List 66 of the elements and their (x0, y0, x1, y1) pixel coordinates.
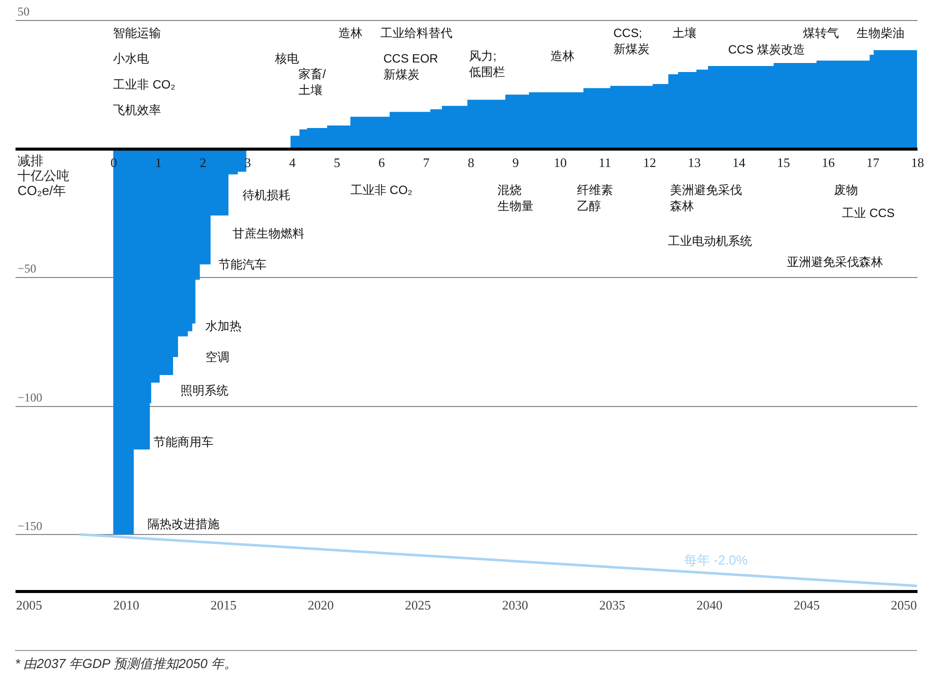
annotation: 造林 (338, 26, 362, 40)
annotation: 空调 (206, 350, 230, 364)
annotation: 工业 CCS (842, 206, 895, 220)
x-tick-label: 2 (200, 155, 206, 170)
y-axis-title: 减排十亿公吨CO₂e/年 (18, 153, 70, 198)
annotation: 工业非 CO₂ (350, 182, 413, 197)
x2-tick-label: 2045 (794, 598, 820, 612)
x-tick-label: 12 (643, 155, 656, 170)
y-tick-label: −150 (18, 518, 42, 533)
x-tick-label: 18 (911, 155, 924, 170)
annotation: 节能汽车 (218, 257, 267, 272)
annotation: 工业给料替代 (380, 26, 452, 40)
x-tick-label: 8 (468, 155, 474, 170)
x2-tick-label: 2035 (599, 598, 626, 612)
annotation: 工业电动机系统 (668, 234, 752, 248)
y-tick-label: −100 (18, 390, 42, 404)
annotation: 节能商用车 (153, 434, 214, 449)
x2-tick-label: 2015 (210, 598, 237, 612)
x-tick-label: 7 (423, 155, 430, 170)
x-tick-label: 15 (777, 155, 790, 170)
annotation: 煤转气 (803, 26, 840, 40)
annotation: 土壤 (672, 26, 696, 40)
annotation: CCS;新煤炭 (613, 26, 650, 56)
x2-tick-label: 2020 (308, 598, 334, 612)
x2-tick-label: 2030 (502, 598, 528, 612)
x2-tick-label: 2010 (113, 598, 140, 612)
x2-tick-label: 2050 (890, 598, 917, 612)
x-tick-label: 14 (732, 155, 746, 170)
annotation: CCS EOR新煤炭 (383, 52, 438, 82)
x-tick-label: 11 (598, 155, 612, 170)
x2-tick-label: 2005 (16, 598, 42, 612)
x-tick-label: 6 (378, 155, 386, 170)
annotation: 隔热改进措施 (148, 517, 220, 532)
annotation: 生物柴油 (856, 26, 905, 40)
x2-tick-label: 2040 (696, 598, 722, 612)
x-tick-label: 4 (289, 155, 296, 170)
annotation: 纤维素乙醇 (577, 182, 614, 213)
annotation: 造林 (550, 49, 574, 64)
annotation: 工业非 CO₂ (113, 77, 176, 92)
annotation: CCS 煤炭改造 (728, 42, 805, 56)
annotation: 风力;低围栏 (469, 49, 506, 80)
annotation: 美洲避免采伐森林 (670, 182, 742, 213)
annotation: 飞机效率 (113, 103, 162, 118)
annotation: 智能运输 (113, 26, 162, 40)
annotation: 待机损耗 (242, 188, 290, 202)
annotation: 废物 (834, 182, 858, 197)
x-tick-label: 9 (512, 155, 519, 170)
annotation: 混烧生物量 (497, 182, 534, 213)
x-tick-label: 17 (866, 155, 880, 170)
x-tick-label: 16 (822, 155, 836, 170)
annotation: 照明系统 (180, 383, 229, 398)
y-tick-label: −50 (18, 262, 36, 276)
annotation: 亚洲避免采伐森林 (787, 254, 884, 269)
x-tick-label: 1 (155, 155, 162, 170)
text: * 由2037 年GDP 预测值推知2050 年。 (15, 650, 917, 673)
x-tick-label: 13 (688, 155, 701, 170)
y-tick-label: 50 (18, 4, 30, 18)
annotation: 水加热 (206, 319, 242, 334)
series-label: 每年 -2.0% (684, 552, 748, 568)
x-tick-label: 10 (554, 155, 567, 170)
x2-tick-label: 2025 (404, 598, 431, 612)
annotation: 小水电 (113, 52, 150, 66)
annotation: 甘蔗生物燃料 (232, 226, 304, 240)
annotation: 核电 (274, 52, 299, 66)
x-tick-label: 5 (334, 155, 340, 170)
annotation: 家畜/土壤 (298, 67, 327, 98)
